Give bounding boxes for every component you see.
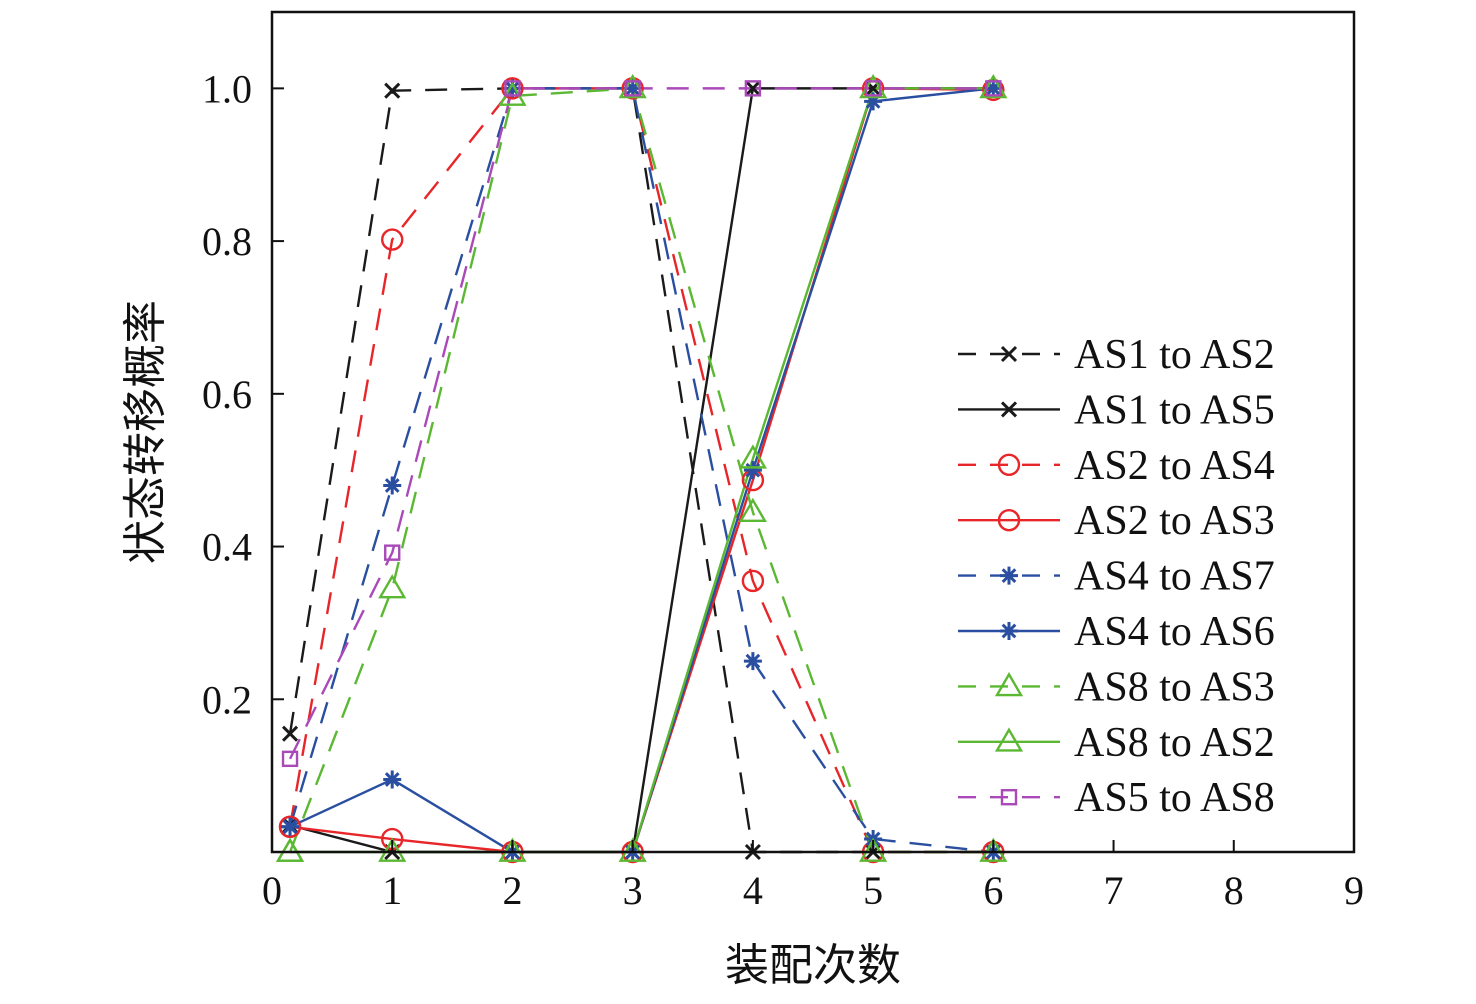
legend-marker <box>994 672 1024 697</box>
data-point-marker <box>281 725 299 742</box>
data-point-marker <box>618 837 647 862</box>
x-tick-label: 2 <box>502 868 522 913</box>
x-tick-label: 9 <box>1344 868 1364 913</box>
data-point-marker <box>275 837 305 862</box>
x-tick-label: 0 <box>262 868 282 913</box>
data-point-marker <box>384 544 401 561</box>
data-point-marker <box>383 770 402 789</box>
data-point-marker <box>864 80 882 97</box>
data-point-marker <box>741 569 765 593</box>
legend-marker <box>1000 566 1018 585</box>
series-line-1 <box>288 87 994 854</box>
data-point-marker <box>504 80 521 97</box>
series-line-6 <box>289 87 994 854</box>
legend-marker <box>997 509 1021 532</box>
x-tick-label: 7 <box>1104 868 1124 913</box>
legend: AS1 to AS2 AS1 to AS5 AS2 to AS4 AS2 to AS3… <box>958 332 1275 821</box>
data-point-marker <box>378 837 407 862</box>
data-point-marker <box>381 228 404 251</box>
y-tick-label: 0.2 <box>202 677 252 722</box>
series-line-8 <box>290 87 994 854</box>
x-tick-label: 4 <box>743 868 763 913</box>
legend-label: AS5 to AS8 <box>1074 775 1275 821</box>
series-line-9 <box>288 87 994 760</box>
legend-marker <box>1000 401 1018 418</box>
legend-label: AS4 to AS6 <box>1074 609 1275 655</box>
legend-item: AS4 to AS6 <box>958 609 1275 655</box>
legend-item: AS2 to AS3 <box>958 498 1275 544</box>
legend-item: AS2 to AS4 <box>958 443 1275 489</box>
legend-marker <box>994 727 1024 752</box>
data-point-marker <box>503 79 522 98</box>
series-line-5 <box>288 87 994 854</box>
series-lines <box>288 87 994 854</box>
legend-marker <box>1000 789 1018 806</box>
data-point-marker <box>743 652 762 671</box>
x-axis-title: 装配次数 <box>725 940 901 991</box>
data-point-marker <box>378 574 407 599</box>
data-point-marker <box>501 77 524 100</box>
data-point-marker <box>384 82 401 99</box>
data-point-marker <box>623 79 642 98</box>
legend-label: AS2 to AS3 <box>1074 498 1275 544</box>
series-line-7 <box>288 87 994 854</box>
legend-label: AS1 to AS2 <box>1074 332 1275 378</box>
x-tick-label: 1 <box>382 868 402 913</box>
legend-marker <box>1000 622 1018 640</box>
legend-item: AS4 to AS7 <box>958 554 1275 600</box>
plot-area-frame <box>270 10 1356 854</box>
legend-item: AS1 to AS2 <box>958 332 1275 378</box>
series-line-3 <box>288 87 994 854</box>
y-tick-label: 1.0 <box>202 66 252 111</box>
legend-marker <box>1000 345 1018 363</box>
data-point-marker <box>281 750 299 768</box>
series-markers <box>275 73 1008 864</box>
series-line-4 <box>289 87 994 854</box>
data-point-marker <box>979 837 1008 862</box>
data-point-marker <box>984 79 1003 98</box>
data-point-marker <box>278 815 302 838</box>
x-tick-label: 8 <box>1224 868 1244 913</box>
legend-label: AS4 to AS7 <box>1074 554 1275 600</box>
legend-label: AS8 to AS3 <box>1074 664 1275 710</box>
y-tick-label: 0.8 <box>202 219 252 264</box>
data-point-marker <box>744 80 761 97</box>
data-point-marker <box>743 461 762 480</box>
x-tick-label: 3 <box>623 868 643 913</box>
data-point-marker <box>744 80 762 97</box>
series-line-2 <box>289 87 994 854</box>
data-point-marker <box>864 92 883 111</box>
x-tick-label: 5 <box>863 868 883 913</box>
axis-ticks: 0 1 2 3 4 5 6 7 8 9 0.2 0.4 0.6 0.8 1.0 <box>202 66 1364 913</box>
data-point-marker <box>859 837 888 862</box>
x-tick-label: 6 <box>983 868 1003 913</box>
legend-marker <box>997 453 1021 476</box>
legend-item: AS8 to AS3 <box>958 664 1275 710</box>
data-point-marker <box>738 444 767 469</box>
data-point-marker <box>624 80 641 97</box>
data-point-marker <box>985 80 1002 97</box>
data-point-marker <box>738 497 767 523</box>
y-axis-title: 状态转移概率 <box>120 300 171 564</box>
legend-label: AS1 to AS5 <box>1074 387 1275 433</box>
data-point-marker <box>498 837 527 862</box>
legend-item: AS5 to AS8 <box>958 775 1275 821</box>
data-point-marker <box>281 817 300 836</box>
legend-label: AS2 to AS4 <box>1074 443 1275 489</box>
y-tick-label: 0.4 <box>202 525 252 570</box>
legend-item: AS8 to AS2 <box>958 720 1275 766</box>
y-tick-label: 0.6 <box>202 372 252 417</box>
legend-item: AS1 to AS5 <box>958 387 1275 433</box>
legend-label: AS8 to AS2 <box>1074 720 1275 766</box>
data-point-marker <box>383 476 402 495</box>
